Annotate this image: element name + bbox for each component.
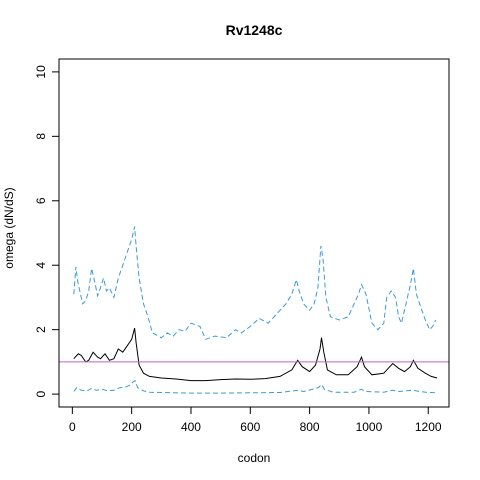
x-tick-label: 1000 <box>356 420 383 434</box>
x-tick-label: 0 <box>69 420 76 434</box>
series-line-3 <box>73 379 438 394</box>
x-axis: 0 200 400 600 800 1000 1200 <box>69 406 442 434</box>
series-line-2 <box>73 226 437 340</box>
x-tick-label: 1200 <box>415 420 442 434</box>
series-layer <box>73 226 438 394</box>
x-axis-label: codon <box>238 451 271 465</box>
y-tick-label: 10 <box>34 65 48 79</box>
y-tick-label: 8 <box>34 133 48 140</box>
x-tick-label: 800 <box>300 420 320 434</box>
x-tick-label: 200 <box>122 420 142 434</box>
x-tick-label: 400 <box>181 420 201 434</box>
series-line-1 <box>73 327 438 382</box>
y-tick-label: 0 <box>34 390 48 397</box>
x-tick-label: 600 <box>240 420 260 434</box>
y-tick-label: 2 <box>34 326 48 333</box>
y-tick-label: 4 <box>34 262 48 269</box>
chart-title: Rv1248c <box>226 22 283 38</box>
y-tick-label: 6 <box>34 197 48 204</box>
y-axis-label: omega (dN/dS) <box>2 187 16 268</box>
plot-box <box>58 58 450 408</box>
y-axis: 0 2 4 6 8 10 <box>34 65 60 397</box>
